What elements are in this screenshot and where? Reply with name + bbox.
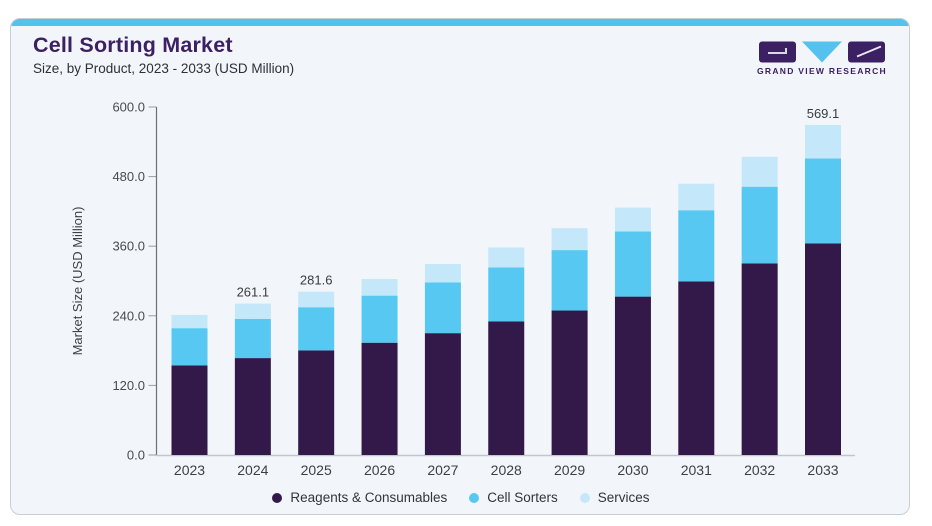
legend-item: Services — [579, 490, 650, 505]
legend-item: Reagents & Consumables — [272, 490, 447, 505]
report-header: Cell Sorting Market Size, by Product, 20… — [33, 33, 889, 77]
legend-label: Reagents & Consumables — [290, 490, 448, 505]
title-block: Cell Sorting Market Size, by Product, 20… — [33, 33, 294, 77]
legend-label: Services — [597, 490, 650, 505]
legend-dot-icon — [579, 492, 590, 503]
gvr-logo-mark — [758, 41, 885, 63]
card-top-accent — [11, 19, 909, 26]
logo-g-stroke — [767, 48, 787, 54]
logo-v-icon — [801, 41, 842, 63]
page-title: Cell Sorting Market — [33, 33, 233, 57]
chart-legend: Reagents & Consumables Cell Sorters Servic… — [10, 490, 912, 505]
gvr-logo: GRAND VIEW RESEARCH — [757, 41, 887, 76]
legend-dot-icon — [272, 492, 283, 503]
legend-item: Cell Sorters — [469, 490, 558, 505]
report-card: Cell Sorting Market Size, by Product, 20… — [10, 18, 910, 515]
gvr-logo-text: GRAND VIEW RESEARCH — [756, 66, 887, 76]
legend-label: Cell Sorters — [487, 490, 558, 505]
logo-r-stroke — [856, 45, 882, 58]
legend-dot-icon — [469, 492, 480, 503]
page-subtitle: Size, by Product, 2023 - 2033 (USD Milli… — [33, 60, 295, 76]
